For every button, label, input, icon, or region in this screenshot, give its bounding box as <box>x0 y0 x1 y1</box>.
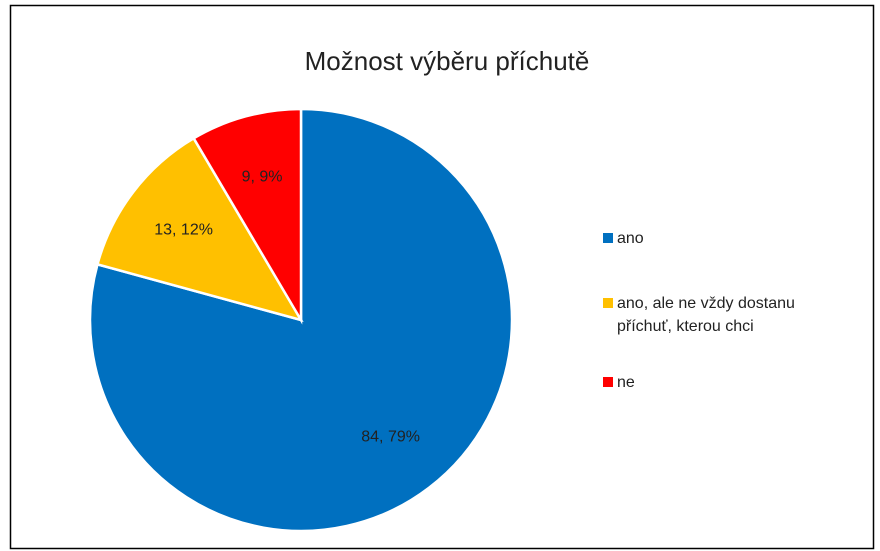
legend-label: ano <box>617 230 644 247</box>
data-label: 84, 79% <box>361 429 420 446</box>
legend-swatch <box>603 233 613 243</box>
pie-slice <box>191 107 303 325</box>
legend-entry: ano <box>603 227 843 250</box>
data-label: 9, 9% <box>242 169 283 186</box>
legend-entry: ano, ale ne vždy dostanu příchuť, kterou… <box>603 292 843 338</box>
data-label: 13, 12% <box>154 222 213 239</box>
legend-swatch <box>603 298 613 308</box>
legend-swatch <box>603 377 613 387</box>
chart-title: Možnost výběru příchutě <box>305 46 590 76</box>
legend-entry: ne <box>603 371 843 394</box>
pie-slice <box>95 136 304 323</box>
legend-label: ano, ale ne vždy dostanu příchuť, kterou… <box>617 295 795 335</box>
legend-label: ne <box>617 374 635 391</box>
